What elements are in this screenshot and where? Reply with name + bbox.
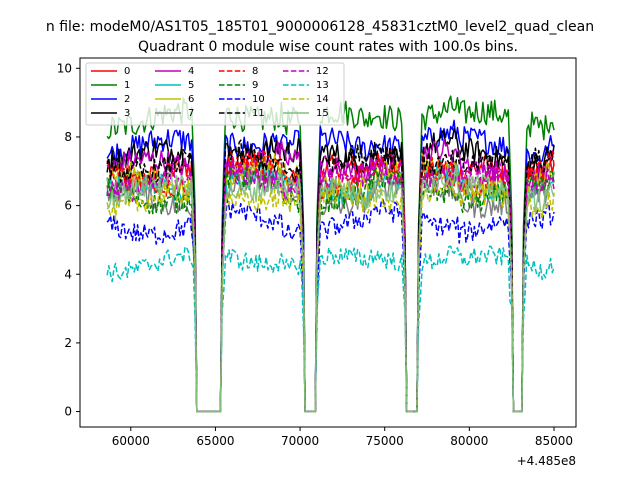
y-tick-label: 8 <box>64 130 72 144</box>
x-tick-label: 65000 <box>196 434 234 448</box>
legend-label-2: 2 <box>124 94 130 105</box>
series-line-13 <box>106 245 555 413</box>
figure-suptitle: n file: modeM0/AS1T05_185T01_9000006128_… <box>46 19 594 35</box>
series-line-15 <box>106 162 555 413</box>
plot-area <box>106 95 555 413</box>
chart-title: Quadrant 0 module wise count rates with … <box>138 39 518 55</box>
axes-frame <box>79 57 577 428</box>
legend-label-13: 13 <box>316 80 329 91</box>
legend-label-0: 0 <box>124 66 130 77</box>
x-tick-label: 60000 <box>112 434 150 448</box>
y-tick-label: 4 <box>64 267 72 281</box>
legend-label-6: 6 <box>188 94 194 105</box>
y-tick-label: 2 <box>64 336 72 350</box>
x-tick-label: 80000 <box>450 434 488 448</box>
legend-label-15: 15 <box>316 108 329 119</box>
y-tick-label: 6 <box>64 199 72 213</box>
x-tick-label: 70000 <box>281 434 319 448</box>
legend-label-5: 5 <box>188 80 194 91</box>
series-line-12 <box>106 155 555 413</box>
legend-label-12: 12 <box>316 66 329 77</box>
y-tick-label: 10 <box>57 61 72 75</box>
series-line-14 <box>106 180 555 413</box>
legend-label-9: 9 <box>252 80 258 91</box>
legend-label-3: 3 <box>124 108 130 119</box>
series-line-10 <box>106 198 555 413</box>
legend-label-7: 7 <box>188 108 194 119</box>
y-tick-label: 0 <box>64 405 72 419</box>
legend-label-8: 8 <box>252 66 258 77</box>
legend-label-4: 4 <box>188 66 194 77</box>
x-tick-label: 85000 <box>535 434 573 448</box>
legend-label-14: 14 <box>316 94 329 105</box>
legend-label-11: 11 <box>252 108 265 119</box>
x-offset-label: +4.485e8 <box>517 454 576 468</box>
x-tick-label: 75000 <box>366 434 404 448</box>
legend-label-1: 1 <box>124 80 130 91</box>
legend-label-10: 10 <box>252 94 265 105</box>
legend-frame <box>85 62 345 126</box>
